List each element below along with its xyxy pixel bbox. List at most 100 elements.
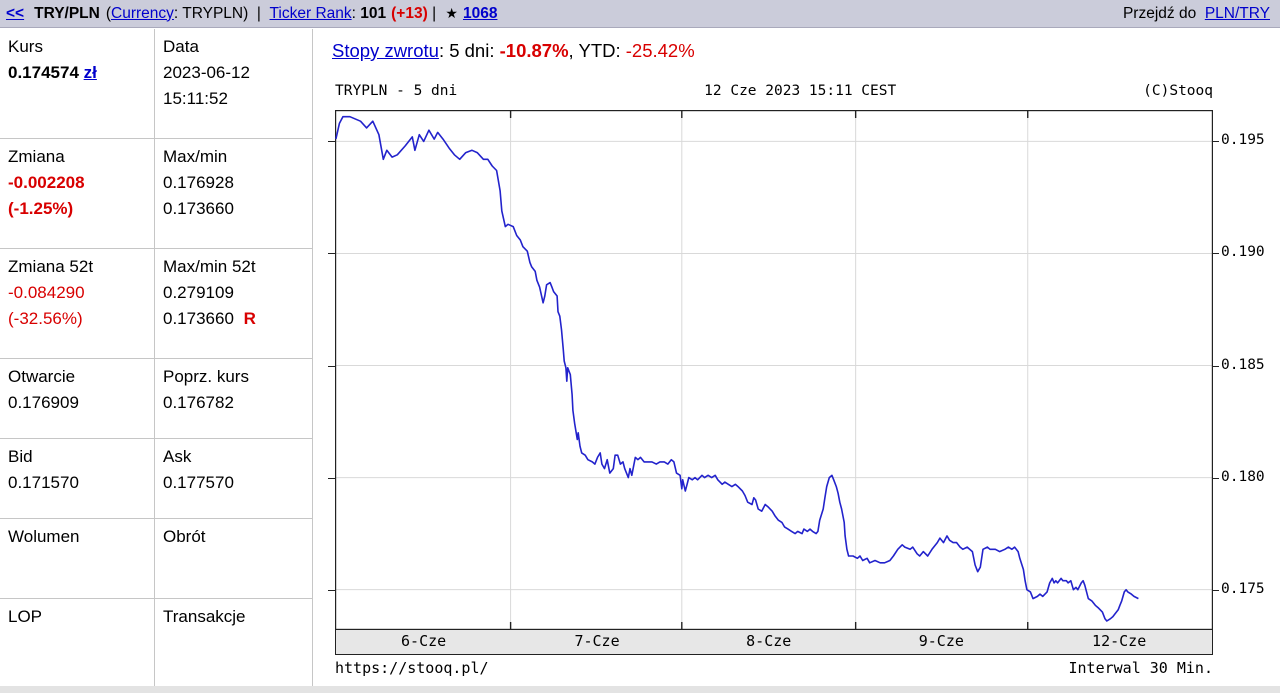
y-axis-tick-mark <box>328 253 335 255</box>
x-axis-label: 12-Cze <box>1092 632 1147 650</box>
zmiana-pct: (-1.25%) <box>8 199 74 218</box>
quote-row-5: Bid 0.171570 Ask 0.177570 <box>0 439 313 519</box>
cell-wolumen: Wolumen <box>0 519 155 599</box>
returns-line: Stopy zwrotu: 5 dni: -10.87%, YTD: -25.4… <box>332 40 695 62</box>
zmiana-label: Zmiana <box>8 147 65 166</box>
poprz-kurs-value: 0.176782 <box>163 393 234 412</box>
otwarcie-value: 0.176909 <box>8 393 79 412</box>
chart-interval-label: Interwal 30 Min. <box>1068 659 1214 677</box>
y-axis-label: 0.195 <box>1221 132 1265 149</box>
ask-value: 0.177570 <box>163 473 234 492</box>
y-axis-label: 0.175 <box>1221 580 1265 597</box>
y-axis-label: 0.190 <box>1221 244 1265 261</box>
y-axis-tick-mark <box>1212 477 1219 479</box>
zmiana-52t-pct: (-32.56%) <box>8 309 83 328</box>
returns-ytd-label: , YTD: <box>568 40 626 61</box>
maxmin-52t-max: 0.279109 <box>163 283 234 302</box>
cell-transakcje: Transakcje <box>155 599 313 687</box>
topbar-left: << TRY/PLN ( Currency : TRYPLN) | Ticker… <box>6 5 497 23</box>
wolumen-label: Wolumen <box>8 527 80 546</box>
quote-row-1: Kurs 0.174574 zł Data 2023-06-12 15:11:5… <box>0 29 313 139</box>
quote-row-2: Zmiana -0.002208 (-1.25%) Max/min 0.1769… <box>0 139 313 249</box>
y-axis-tick-mark <box>1212 589 1219 591</box>
maxmin-52t-min: 0.173660 <box>163 309 234 328</box>
colon: : <box>351 4 361 22</box>
chart-footer: https://stooq.pl/ Interwal 30 Min. <box>335 659 1213 677</box>
maxmin-label: Max/min <box>163 147 228 166</box>
x-axis-label: 9-Cze <box>918 632 964 650</box>
quote-table: Kurs 0.174574 zł Data 2023-06-12 15:11:5… <box>0 29 313 687</box>
quote-row-6: Wolumen Obrót <box>0 519 313 599</box>
ticker-rank-link[interactable]: Ticker Rank <box>269 4 352 22</box>
symbol-title: TRY/PLN <box>34 4 100 22</box>
returns-ytd-value: -25.42% <box>625 40 695 61</box>
poprz-kurs-label: Poprz. kurs <box>163 367 249 386</box>
star-icon: ★ <box>445 5 458 21</box>
x-axis-band: 6-Cze 7-Cze 8-Cze 9-Cze 12-Cze <box>335 630 1213 655</box>
separator: | <box>427 4 441 22</box>
chart-title-row: TRYPLN - 5 dni 12 Cze 2023 15:11 CEST (C… <box>335 83 1213 99</box>
chart-title-left: TRYPLN - 5 dni <box>335 83 458 99</box>
paren-open: ( <box>105 4 112 22</box>
y-axis-tick-mark <box>1212 253 1219 255</box>
data-date: 2023-06-12 <box>163 63 250 82</box>
record-flag: R <box>243 309 256 328</box>
maxmin-min: 0.173660 <box>163 199 234 218</box>
goto-label: Przejdź do <box>1122 4 1201 22</box>
rank-change: (+13) <box>391 4 428 22</box>
quote-row-7: LOP Transakcje <box>0 599 313 687</box>
data-label: Data <box>163 37 199 56</box>
quote-row-4: Otwarcie 0.176909 Poprz. kurs 0.176782 <box>0 359 313 439</box>
stopy-zwrotu-link[interactable]: Stopy zwrotu <box>332 40 439 61</box>
cell-lop: LOP <box>0 599 155 687</box>
currency-unit-link[interactable]: zł <box>83 63 97 82</box>
otwarcie-label: Otwarcie <box>8 367 76 386</box>
cell-data: Data 2023-06-12 15:11:52 <box>155 29 313 139</box>
bid-value: 0.171570 <box>8 473 79 492</box>
topbar-right: Przejdź do PLN/TRY <box>1123 5 1270 23</box>
favourites-count-link[interactable]: 1068 <box>462 4 498 22</box>
price-line <box>335 115 1139 622</box>
kurs-value: 0.174574 <box>8 63 79 82</box>
cell-zmiana: Zmiana -0.002208 (-1.25%) <box>0 139 155 249</box>
cell-kurs: Kurs 0.174574 zł <box>0 29 155 139</box>
y-axis-label: 0.185 <box>1221 356 1265 373</box>
zmiana-52t-value: -0.084290 <box>8 283 85 302</box>
returns-5d-value: -10.87% <box>499 40 569 61</box>
kurs-label: Kurs <box>8 37 43 56</box>
maxmin-52t-label: Max/min 52t <box>163 257 256 276</box>
currency-rest: : TRYPLN) | <box>173 4 270 22</box>
y-axis-tick-mark <box>328 141 335 143</box>
cell-poprz-kurs: Poprz. kurs 0.176782 <box>155 359 313 439</box>
y-axis-tick-mark <box>328 589 335 591</box>
maxmin-max: 0.176928 <box>163 173 234 192</box>
y-axis-label: 0.180 <box>1221 468 1265 485</box>
data-time: 15:11:52 <box>163 89 228 108</box>
price-chart-plot[interactable] <box>335 110 1213 630</box>
y-axis-tick-mark <box>1212 365 1219 367</box>
cell-maxmin: Max/min 0.176928 0.173660 <box>155 139 313 249</box>
back-link[interactable]: << <box>6 4 25 22</box>
chart-copyright: (C)Stooq <box>1143 83 1213 99</box>
zmiana-value: -0.002208 <box>8 173 85 192</box>
goto-pair-link[interactable]: PLN/TRY <box>1204 4 1270 22</box>
returns-5d-label: : 5 dni: <box>438 40 500 61</box>
cell-ask: Ask 0.177570 <box>155 439 313 519</box>
quote-row-3: Zmiana 52t -0.084290 (-32.56%) Max/min 5… <box>0 249 313 359</box>
transakcje-label: Transakcje <box>163 607 246 626</box>
obrot-label: Obrót <box>163 527 206 546</box>
y-axis-tick-mark <box>328 365 335 367</box>
bid-label: Bid <box>8 447 33 466</box>
x-axis-label: 8-Cze <box>746 632 792 650</box>
chart-source-url: https://stooq.pl/ <box>335 659 489 677</box>
chart-timestamp: 12 Cze 2023 15:11 CEST <box>704 83 897 99</box>
x-axis-label: 7-Cze <box>574 632 620 650</box>
bottom-strip <box>0 686 1280 693</box>
currency-link[interactable]: Currency <box>111 4 174 22</box>
cell-maxmin-52t: Max/min 52t 0.279109 0.173660 R <box>155 249 313 359</box>
rank-value: 101 <box>360 4 387 22</box>
ask-label: Ask <box>163 447 192 466</box>
topbar: << TRY/PLN ( Currency : TRYPLN) | Ticker… <box>0 0 1280 28</box>
y-axis-tick-mark <box>1212 141 1219 143</box>
cell-otwarcie: Otwarcie 0.176909 <box>0 359 155 439</box>
